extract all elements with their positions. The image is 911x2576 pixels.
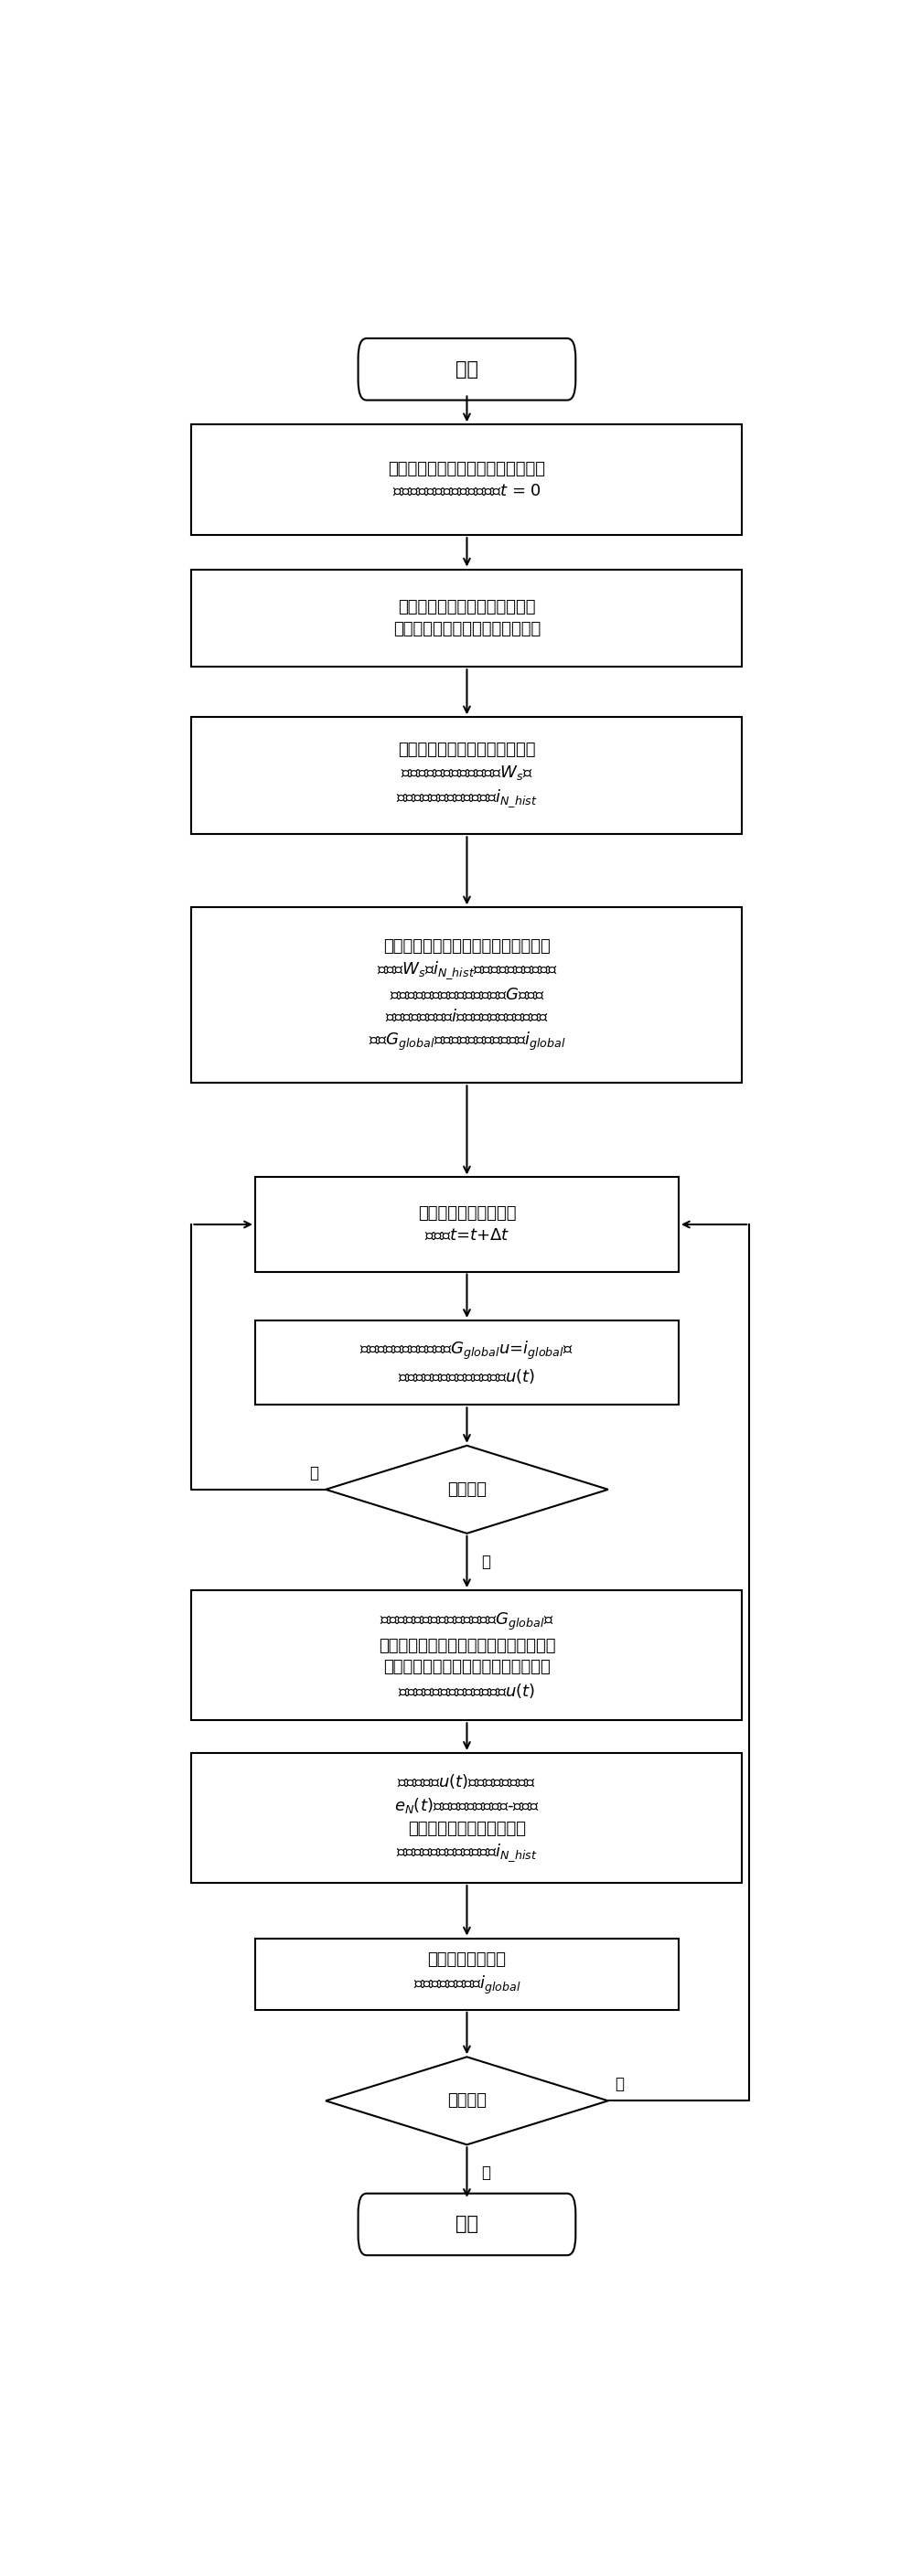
Text: 否: 否 [615, 2076, 624, 2092]
Bar [255, 1937, 679, 2009]
Bar [191, 1752, 742, 1883]
Text: 开关动作: 开关动作 [447, 1481, 486, 1497]
Bar [191, 907, 742, 1082]
Text: 开始: 开始 [456, 361, 478, 379]
Text: 将节点电压$u(t)$中的接口节点电压
$e_N(t)$作为输入量代入状态-输出方
程，求解下一时刻状态方程
等效节点注入电流源列向量$i_{N\_hist}$: 将节点电压$u(t)$中的接口节点电压 $e_N(t)$作为输入量代入状态-输出… [394, 1772, 539, 1865]
FancyBboxPatch shape [358, 2195, 576, 2254]
Polygon shape [326, 1445, 609, 1533]
Bar [255, 1177, 679, 1273]
Text: 结束: 结束 [456, 2215, 478, 2233]
Text: 求解混合框架的计算方程$G_{global}u$=$i_{global}$，
得到全系统的节点电压瞬时値$u(t)$: 求解混合框架的计算方程$G_{global}u$=$i_{global}$， 得… [360, 1340, 574, 1386]
Text: 是: 是 [481, 1553, 490, 1569]
Text: 仳真结束: 仳真结束 [447, 2092, 486, 2110]
Text: 更新全系统的节点
注入电流源列向量$i_{global}$: 更新全系统的节点 注入电流源列向量$i_{global}$ [413, 1953, 521, 1996]
Text: 将研究系统采用节点方程进行建模，将
得到的$W_s$和$i_{N\_hist}$按照接口节点编号插入
由节点方程形成的节点电导矩阵$G$和节点
注入电流源列向量: 将研究系统采用节点方程进行建模，将 得到的$W_s$和$i_{N\_hist}$… [368, 938, 566, 1054]
Bar [191, 425, 742, 536]
FancyBboxPatch shape [358, 337, 576, 399]
Text: 是: 是 [481, 2164, 490, 2179]
Text: 对状态方程采用梯形法进行差分
化，得到等效节点电导矩阵$W_s$和
等效节点注入电流源列向量$i_{N\_hist}$: 对状态方程采用梯形法进行差分 化，得到等效节点电导矩阵$W_s$和 等效节点注入… [396, 742, 537, 809]
Text: 重新形成全系统的节点电导矩阵$G_{global}$，
应用混合框架插値算法插値到动作时刻并
重新初始化，积分并同步到当前时刻，
得到全系统的节点电压瞬时値$u: 重新形成全系统的节点电导矩阵$G_{global}$， 应用混合框架插値算法插値… [378, 1610, 556, 1700]
Bar [255, 1321, 679, 1404]
Text: 将外部系统采用状态方程进行建
模，得到标准形式的状态输出方程: 将外部系统采用状态方程进行建 模，得到标准形式的状态输出方程 [394, 600, 540, 636]
Bar [191, 716, 742, 835]
Text: 仳真时间向前推进一个
步长，$t$=$t$+$\Delta t$: 仳真时间向前推进一个 步长，$t$=$t$+$\Delta t$ [418, 1206, 516, 1244]
Text: 将电力系统划分为研究系统和外部系
统两部分，确定接口节点，置$t$ = 0: 将电力系统划分为研究系统和外部系 统两部分，确定接口节点，置$t$ = 0 [388, 461, 546, 500]
Polygon shape [326, 2056, 609, 2146]
Bar [191, 1589, 742, 1721]
Bar [191, 569, 742, 667]
Text: 否: 否 [310, 1466, 319, 1481]
